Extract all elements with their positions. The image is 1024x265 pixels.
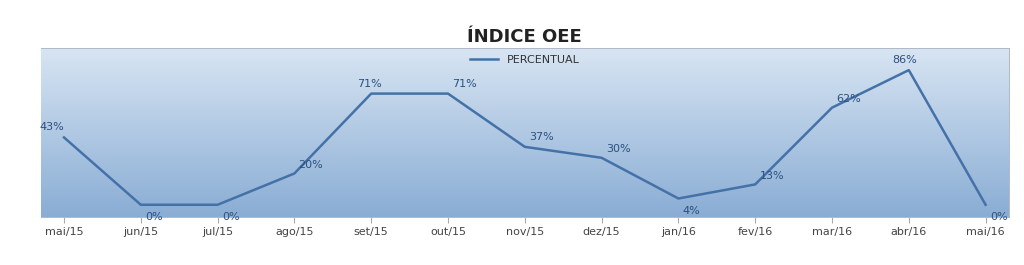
Text: 62%: 62% [837, 94, 861, 104]
Text: 4%: 4% [683, 206, 700, 216]
Text: 20%: 20% [299, 160, 324, 170]
Text: 71%: 71% [453, 79, 477, 89]
Text: 0%: 0% [990, 212, 1008, 222]
Text: 13%: 13% [760, 171, 784, 181]
Text: 37%: 37% [529, 132, 554, 142]
Text: 86%: 86% [892, 55, 916, 65]
Text: 0%: 0% [145, 212, 163, 222]
Text: 30%: 30% [606, 144, 631, 154]
Text: ÍNDICE OEE: ÍNDICE OEE [467, 28, 583, 46]
Text: 71%: 71% [357, 79, 382, 89]
Text: 0%: 0% [222, 212, 240, 222]
Legend: PERCENTUAL: PERCENTUAL [466, 50, 584, 69]
Text: 43%: 43% [39, 122, 63, 132]
